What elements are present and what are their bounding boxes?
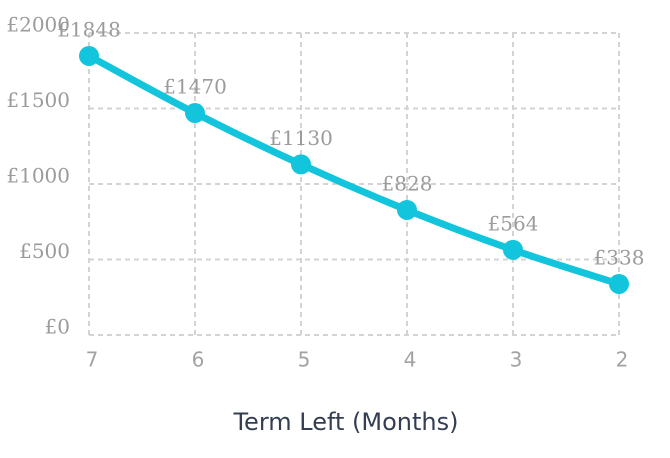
y-tick-label: £1000 xyxy=(6,164,70,188)
data-point-marker xyxy=(503,239,523,260)
data-point-marker xyxy=(291,154,311,175)
chart-canvas: £0 £500 £1000 £1500 £2000 7 6 5 4 3 2 £1848 £1470 £11… xyxy=(6,13,645,372)
y-tick-label: £500 xyxy=(19,239,70,263)
point-value-label: £1848 xyxy=(57,17,121,41)
y-tick-label: £2000 xyxy=(6,13,70,37)
x-tick-label: 3 xyxy=(510,348,523,372)
x-tick-label: 5 xyxy=(298,348,311,372)
x-tick-label: 7 xyxy=(86,348,99,372)
x-tick-label: 2 xyxy=(616,348,629,372)
point-value-label: £1130 xyxy=(269,126,333,150)
point-value-label: £338 xyxy=(594,245,645,269)
data-point-marker xyxy=(609,273,629,294)
data-point-marker xyxy=(79,45,99,66)
y-tick-label: £0 xyxy=(45,315,70,339)
point-value-label: £564 xyxy=(488,211,539,235)
point-value-label: £828 xyxy=(382,171,433,195)
x-tick-label: 4 xyxy=(404,348,417,372)
x-tick-label: 6 xyxy=(192,348,205,372)
y-tick-label: £1500 xyxy=(6,88,70,112)
series-line xyxy=(85,52,623,288)
x-axis-title: Term Left (Months) xyxy=(233,408,459,436)
data-point-marker xyxy=(397,199,417,220)
point-value-label: £1470 xyxy=(163,75,227,99)
data-point-marker xyxy=(185,103,205,124)
